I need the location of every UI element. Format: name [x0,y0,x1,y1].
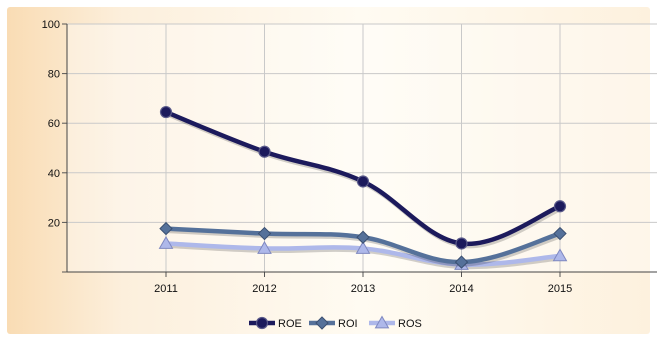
data-point [454,255,469,269]
data-point [159,105,173,119]
x-tick-label: 2015 [548,283,572,295]
data-point [553,200,567,213]
y-tick-label: 40 [48,168,60,180]
legend-marker [374,315,390,329]
x-tick-label: 2013 [351,283,375,295]
legend-marker [315,316,329,330]
legend-item-roe: ROE [249,316,302,330]
y-tick-label: 80 [48,69,60,81]
y-tick-label: 20 [48,217,60,229]
data-point [356,175,370,188]
x-tick-label: 2012 [252,283,276,295]
legend-label: ROE [278,318,302,330]
legend-label: ROI [338,318,358,330]
series-layer [158,105,568,270]
data-point [455,237,468,250]
series-roi [159,221,567,269]
data-point [258,145,271,158]
y-tick-label: 60 [48,118,60,130]
legend-item-ros: ROS [369,315,422,330]
data-point [355,240,371,254]
axes [62,23,657,277]
legend-item-roi: ROI [309,316,358,330]
series-roe [159,105,567,250]
data-point [553,226,567,241]
tick-labels: 100 80 60 40 20 2011 2012 2013 2014 2015 [42,19,573,295]
data-point [257,226,272,241]
x-tick-label: 2011 [154,283,178,295]
data-point [159,221,173,236]
legend: ROE ROI ROS [249,315,422,330]
y-tick-label: 100 [42,19,60,31]
data-point [552,248,568,262]
data-point [158,235,174,249]
legend-label: ROS [398,318,422,330]
x-tick-label: 2014 [449,283,473,295]
data-point [257,240,272,254]
legend-marker [255,316,269,330]
data-point [356,230,370,244]
